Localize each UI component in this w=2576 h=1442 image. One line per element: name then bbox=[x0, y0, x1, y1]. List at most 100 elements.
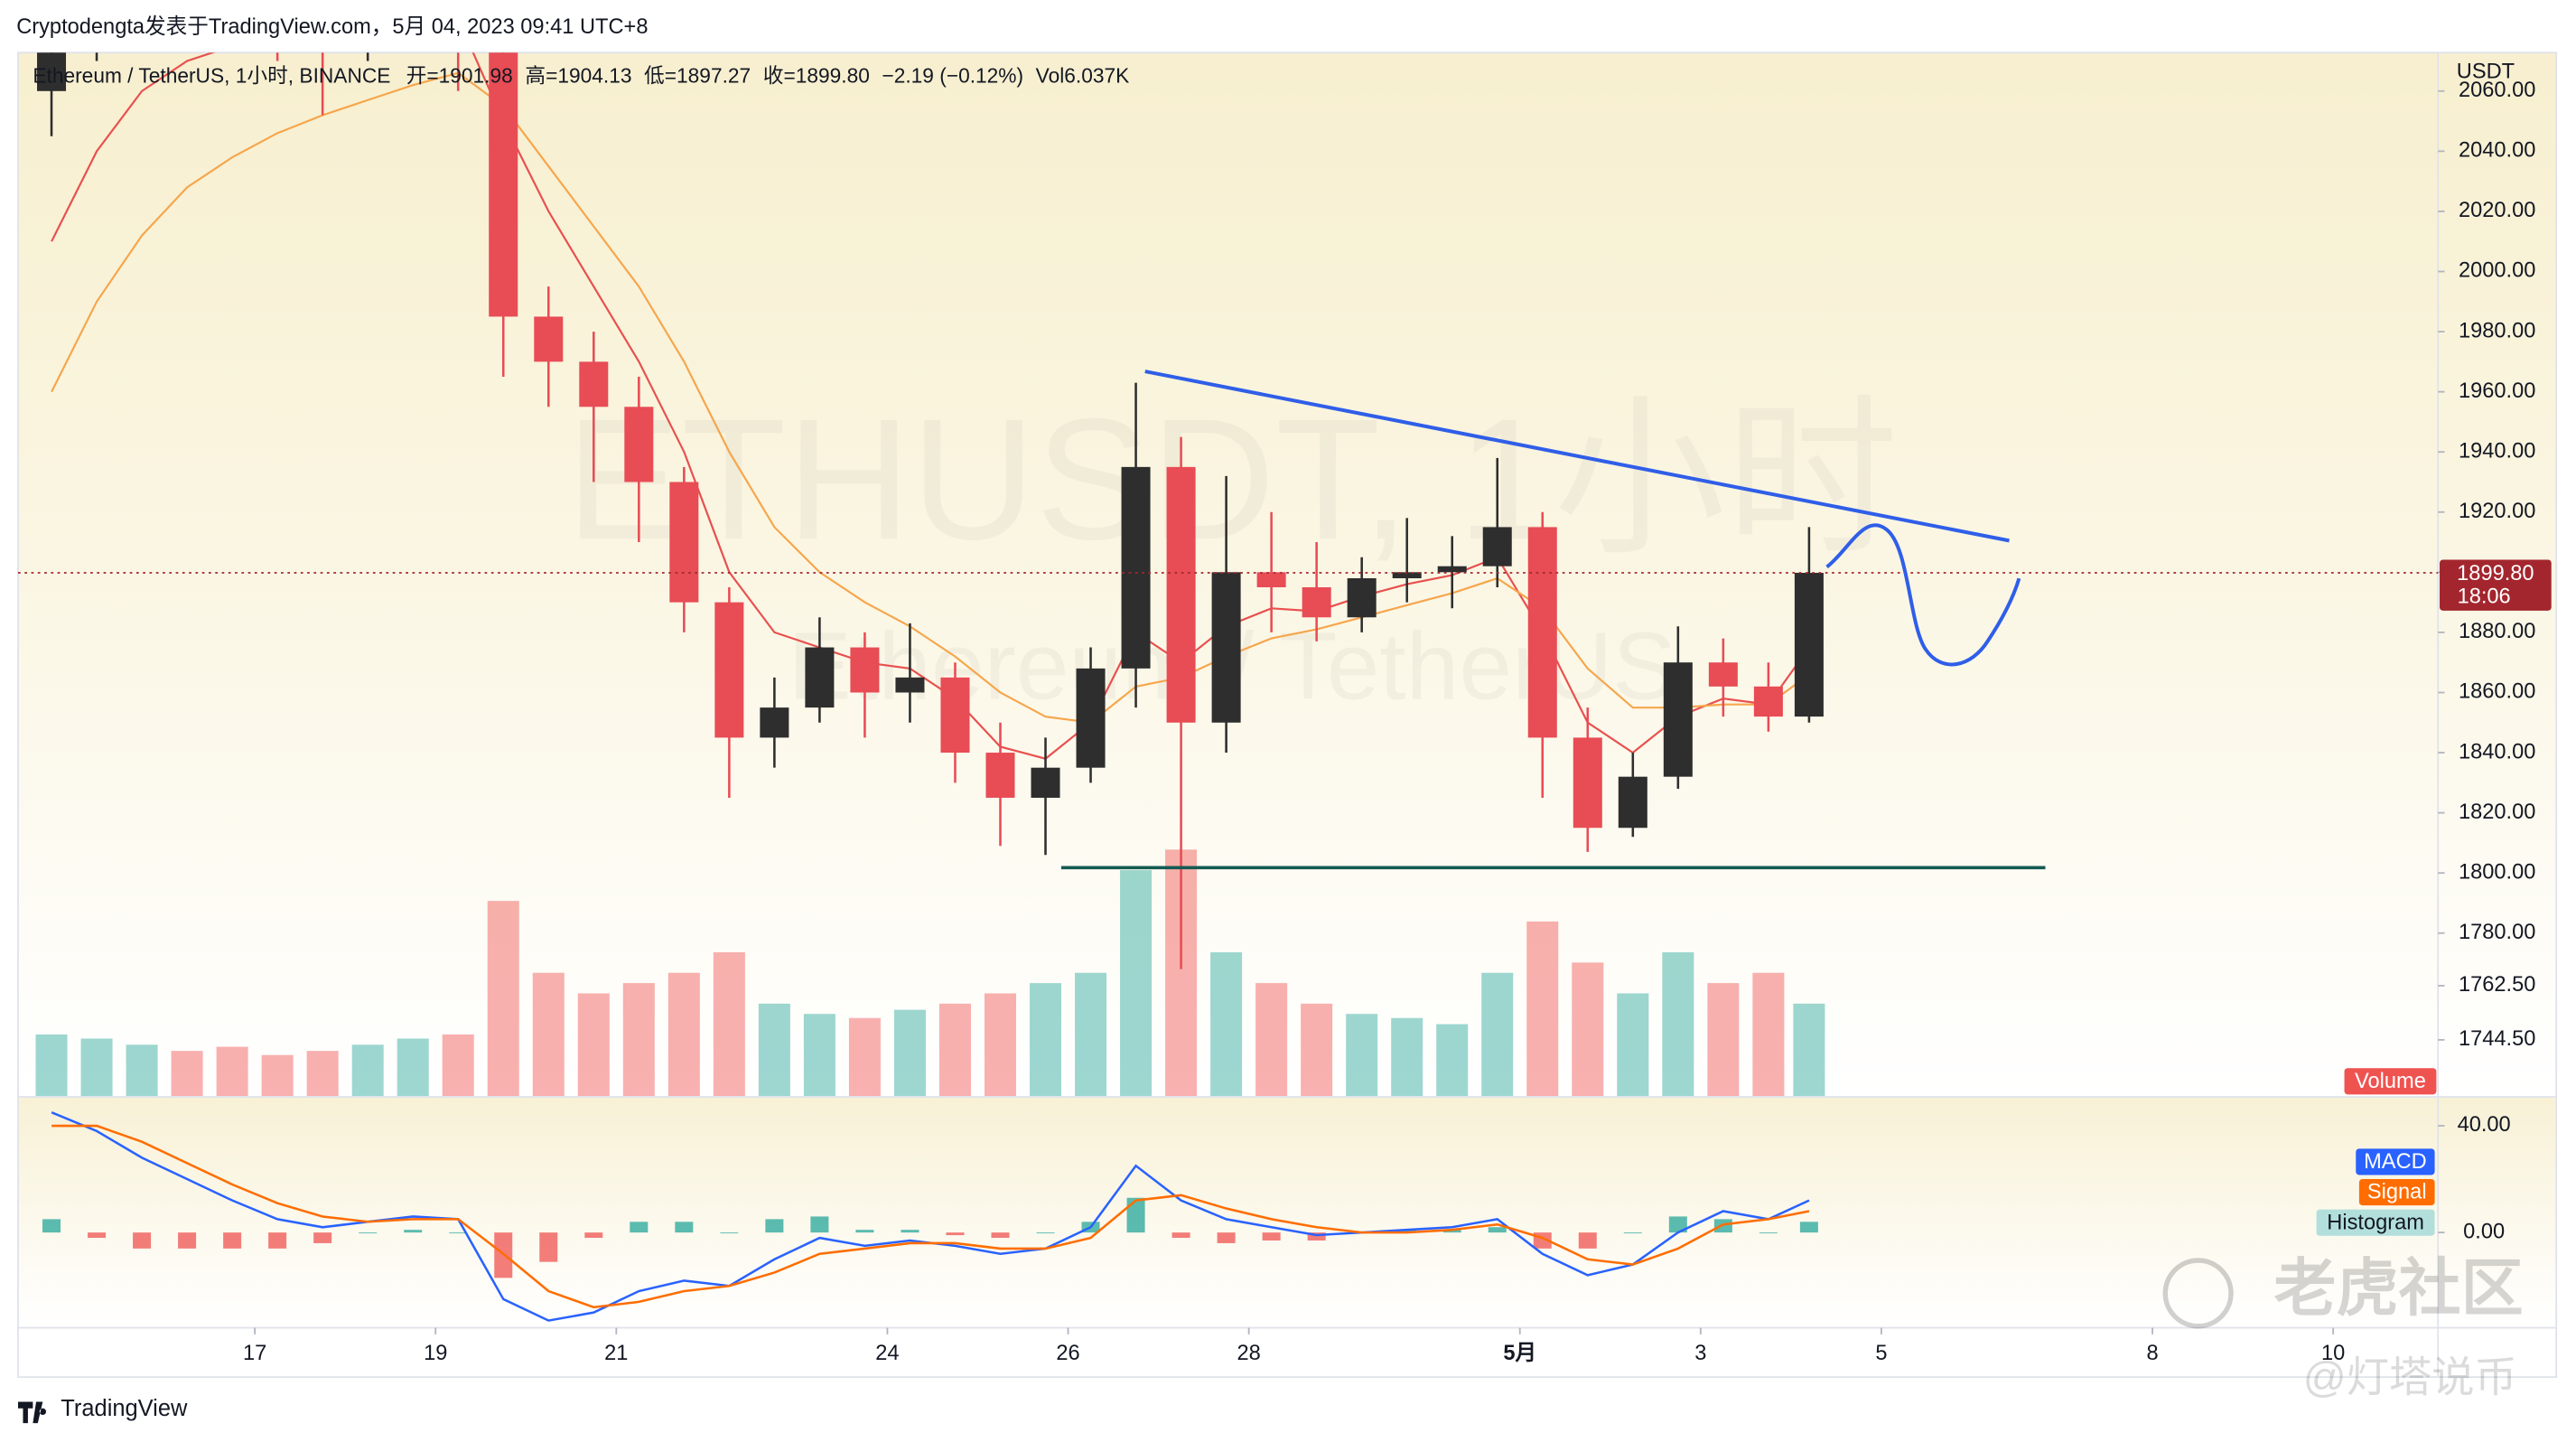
histogram-bar bbox=[1668, 1216, 1687, 1233]
volume-bar bbox=[893, 1009, 926, 1097]
histogram-bar bbox=[720, 1232, 739, 1234]
volume-bar bbox=[1572, 962, 1604, 1097]
histogram-bar bbox=[1713, 1219, 1732, 1233]
macd-legend-label: Signal bbox=[2367, 1181, 2427, 1204]
candle-body bbox=[1753, 686, 1783, 717]
volume-bar bbox=[126, 1044, 158, 1097]
histogram-bar bbox=[449, 1232, 468, 1234]
candle-body bbox=[1573, 737, 1602, 829]
x-tick-label: 21 bbox=[604, 1342, 628, 1365]
candle-body bbox=[1347, 577, 1377, 618]
last-price-box bbox=[2440, 559, 2552, 611]
candle-body bbox=[1794, 573, 1824, 717]
x-tick-label: 24 bbox=[875, 1342, 899, 1365]
x-tick-label: 19 bbox=[424, 1342, 447, 1365]
y-tick-label: 2040.00 bbox=[2459, 139, 2535, 163]
volume-bar bbox=[80, 1038, 113, 1097]
histogram-bar bbox=[539, 1232, 558, 1262]
volume-bar bbox=[1662, 951, 1694, 1097]
main-pane bbox=[18, 52, 2557, 1097]
candle-body bbox=[669, 482, 699, 603]
candle-body bbox=[1527, 527, 1557, 738]
candle-body bbox=[1482, 527, 1512, 566]
macd-line bbox=[51, 1124, 1810, 1309]
macd-y-tick-label: 0.00 bbox=[2463, 1220, 2505, 1243]
volume-bar bbox=[1391, 1017, 1423, 1097]
candle-body bbox=[1121, 466, 1151, 669]
candle-body bbox=[624, 407, 654, 482]
volume-bar bbox=[171, 1051, 203, 1097]
macd-legend-tag bbox=[2358, 1178, 2435, 1206]
histogram-bar bbox=[1262, 1232, 1281, 1241]
histogram-bar bbox=[630, 1222, 649, 1233]
candle-body bbox=[760, 707, 789, 738]
candle-body bbox=[579, 361, 609, 407]
volume-bar bbox=[1707, 983, 1740, 1097]
histogram-bar bbox=[855, 1230, 874, 1233]
candle-body bbox=[940, 677, 970, 754]
volume-bar bbox=[1301, 1003, 1333, 1097]
volume-bar bbox=[1436, 1024, 1469, 1097]
y-tick-label: 1780.00 bbox=[2459, 921, 2535, 944]
histogram-bar bbox=[1442, 1230, 1461, 1233]
y-tick-label: 2020.00 bbox=[2459, 199, 2535, 222]
histogram-bar bbox=[1036, 1232, 1055, 1234]
y-tick-label: 2060.00 bbox=[2459, 79, 2535, 102]
volume-bar bbox=[1526, 921, 1559, 1097]
volume-bar bbox=[1793, 1003, 1825, 1097]
histogram-bar bbox=[1623, 1232, 1642, 1234]
histogram-bar bbox=[1126, 1197, 1145, 1233]
y-tick-label: 1960.00 bbox=[2459, 379, 2535, 403]
volume-bar bbox=[938, 1003, 971, 1097]
watermark-author: @灯塔说币 bbox=[2303, 1353, 2517, 1401]
candle-body bbox=[805, 647, 835, 708]
y-tick-label: 1840.00 bbox=[2459, 740, 2535, 763]
histogram-bar bbox=[901, 1230, 919, 1233]
x-tick-label: 3 bbox=[1694, 1342, 1706, 1365]
macd-marks bbox=[42, 1110, 1818, 1322]
volume-bar bbox=[1075, 972, 1107, 1097]
y-tick-label: 1920.00 bbox=[2459, 500, 2535, 523]
brand-logo bbox=[18, 1401, 47, 1424]
macd-legend-label: MACD bbox=[2364, 1150, 2427, 1174]
volume-tag-label: Volume bbox=[2355, 1070, 2426, 1093]
candle-body bbox=[1663, 662, 1693, 777]
volume-bar bbox=[1752, 972, 1785, 1097]
drawings bbox=[1060, 370, 2046, 870]
header: Cryptodengta发表于TradingView.com，5月 04, 20… bbox=[16, 14, 648, 39]
candle-body bbox=[1211, 572, 1241, 723]
candle-body bbox=[714, 602, 744, 738]
histogram-bar bbox=[584, 1232, 603, 1239]
histogram-bar bbox=[1171, 1232, 1190, 1239]
histogram-bar bbox=[42, 1219, 61, 1233]
y-tick-label: 2000.00 bbox=[2459, 259, 2535, 283]
x-tick-label: 28 bbox=[1237, 1342, 1260, 1365]
macd-y-tick-label: 40.00 bbox=[2458, 1113, 2511, 1137]
candle-body bbox=[534, 316, 564, 362]
candle-body bbox=[985, 753, 1015, 798]
candle-body bbox=[37, 52, 67, 91]
y-tick-label: 1800.00 bbox=[2459, 860, 2535, 884]
volume-bar bbox=[1030, 983, 1062, 1097]
y-tick-label: 1880.00 bbox=[2459, 620, 2535, 643]
last-price-label: 1899.80 bbox=[2457, 562, 2534, 585]
volume-bar bbox=[803, 1014, 835, 1097]
histogram-bar bbox=[810, 1216, 829, 1233]
volume-bar bbox=[35, 1034, 68, 1097]
moving-average bbox=[51, 52, 1810, 760]
candle-body bbox=[1031, 767, 1060, 798]
brand-name: TradingView bbox=[61, 1396, 188, 1421]
moving-average bbox=[51, 71, 1810, 724]
histogram-bar bbox=[223, 1232, 242, 1249]
macd-legend-tag bbox=[2356, 1148, 2435, 1175]
countdown: 18:06 bbox=[2458, 585, 2511, 609]
legend-volume: Vol6.037K bbox=[1036, 63, 1130, 87]
x-tick-label: 8 bbox=[2147, 1342, 2159, 1365]
histogram-bar bbox=[1307, 1232, 1326, 1241]
forecast-curve bbox=[1825, 523, 2021, 667]
macd-legend-label: Histogram bbox=[2327, 1211, 2424, 1234]
x-tick-label: 5 bbox=[1875, 1342, 1887, 1365]
volume-bar bbox=[1210, 951, 1243, 1097]
histogram-bar bbox=[268, 1232, 287, 1249]
histogram-bar bbox=[1578, 1232, 1597, 1249]
